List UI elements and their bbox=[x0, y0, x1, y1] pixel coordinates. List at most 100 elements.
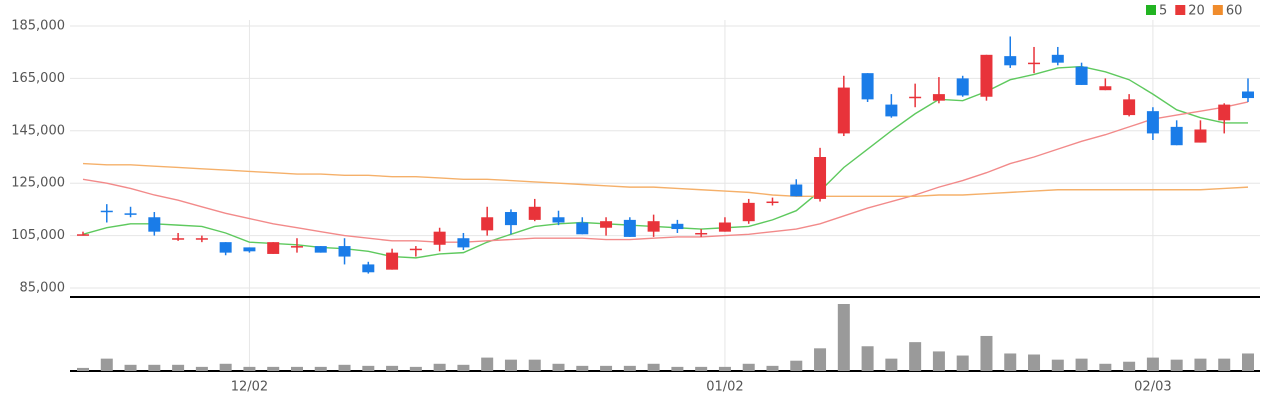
volume-bar bbox=[909, 342, 922, 371]
volume-bar bbox=[861, 346, 874, 371]
volume-bar bbox=[1028, 354, 1041, 371]
volume-bar bbox=[623, 365, 636, 371]
volume-bar bbox=[148, 364, 161, 371]
candle-body bbox=[338, 246, 351, 257]
candle-body bbox=[195, 238, 208, 240]
volume-bar bbox=[600, 365, 613, 371]
candle-body bbox=[885, 104, 898, 117]
candle-body bbox=[1242, 91, 1254, 99]
volume-bar bbox=[77, 367, 89, 371]
candle-body bbox=[1170, 126, 1183, 146]
volume-bar bbox=[1146, 357, 1159, 371]
volume-bar bbox=[290, 366, 303, 371]
candle-body bbox=[837, 87, 850, 134]
y-tick-label: 165,000 bbox=[11, 71, 65, 86]
candle-body bbox=[290, 246, 303, 248]
volume-bar bbox=[195, 366, 208, 371]
candle-body bbox=[528, 206, 541, 220]
volume-bar bbox=[742, 363, 755, 371]
volume-bar bbox=[172, 364, 185, 371]
candle-body bbox=[148, 217, 161, 232]
volume-bar bbox=[481, 357, 494, 371]
volume-bar bbox=[790, 360, 803, 371]
candle-body bbox=[77, 234, 89, 236]
volume-bar bbox=[932, 351, 945, 371]
candle-body bbox=[433, 231, 446, 245]
x-tick-label: 12/02 bbox=[231, 380, 268, 395]
candle-body bbox=[742, 202, 755, 222]
volume-bar bbox=[314, 366, 327, 371]
volume-bar bbox=[885, 358, 898, 371]
moving-average-line bbox=[82, 101, 1249, 243]
candle-body bbox=[504, 212, 517, 226]
volume-bar bbox=[124, 364, 137, 371]
volume-bar bbox=[671, 366, 684, 371]
candle-body bbox=[1194, 129, 1207, 143]
legend-label: 5 bbox=[1159, 4, 1167, 19]
candle-body bbox=[1123, 99, 1136, 116]
candle-body bbox=[600, 221, 613, 228]
candle-body bbox=[219, 242, 232, 253]
candle-body bbox=[172, 238, 185, 240]
candle-body bbox=[909, 96, 922, 99]
candle-body bbox=[481, 217, 494, 231]
candle-body bbox=[267, 242, 280, 254]
candle-body bbox=[766, 201, 779, 204]
candle-body bbox=[790, 184, 803, 197]
candle-body bbox=[552, 217, 565, 223]
moving-average-line bbox=[82, 65, 1248, 259]
volume-bar bbox=[338, 364, 351, 371]
candle-body bbox=[1146, 111, 1159, 134]
volume-bar bbox=[409, 366, 422, 371]
candle-body bbox=[695, 232, 708, 235]
volume-bar bbox=[766, 365, 779, 371]
x-tick-label: 02/03 bbox=[1134, 380, 1171, 395]
volume-bar bbox=[1123, 361, 1136, 371]
volume-bar bbox=[718, 366, 731, 371]
candle-body bbox=[409, 248, 422, 251]
volume-bar bbox=[647, 363, 660, 371]
volume-bar bbox=[267, 366, 280, 371]
candle-body bbox=[623, 219, 636, 237]
volume-bar bbox=[1194, 358, 1207, 371]
candle-body bbox=[932, 94, 945, 101]
candle-body bbox=[243, 247, 256, 252]
volume-bar bbox=[1099, 363, 1112, 371]
volume-bar bbox=[814, 348, 827, 371]
y-tick-label: 125,000 bbox=[11, 176, 65, 191]
candle-body bbox=[124, 213, 137, 215]
legend-label: 60 bbox=[1226, 4, 1243, 19]
volume-bar bbox=[956, 355, 969, 371]
y-tick-label: 85,000 bbox=[20, 281, 66, 296]
volume-bar bbox=[457, 364, 470, 371]
legend-label: 20 bbox=[1188, 4, 1205, 19]
moving-average-line bbox=[82, 162, 1249, 197]
candle-body bbox=[980, 54, 993, 97]
candle-body bbox=[1075, 66, 1088, 85]
y-tick-label: 145,000 bbox=[11, 123, 65, 138]
volume-bar bbox=[504, 359, 517, 371]
x-tick-label: 01/02 bbox=[706, 380, 743, 395]
volume-bar bbox=[386, 365, 399, 371]
volume-bar bbox=[695, 366, 708, 371]
legend-swatch bbox=[1212, 5, 1223, 15]
candle-body bbox=[861, 73, 874, 100]
volume-bar bbox=[433, 363, 446, 371]
y-tick-label: 185,000 bbox=[11, 19, 65, 34]
volume-bar bbox=[100, 358, 113, 371]
volume-bar bbox=[1170, 359, 1183, 371]
volume-bar bbox=[243, 366, 256, 371]
legend-swatch bbox=[1175, 5, 1186, 15]
volume-bar bbox=[980, 335, 993, 371]
y-tick-label: 105,000 bbox=[11, 228, 65, 243]
candle-body bbox=[1004, 56, 1017, 66]
candle-body bbox=[362, 264, 375, 273]
candle-body bbox=[671, 223, 684, 230]
candle-body bbox=[457, 238, 470, 248]
candle-body bbox=[814, 157, 827, 199]
volume-bar bbox=[552, 363, 565, 371]
candle-body bbox=[718, 222, 731, 232]
volume-bar bbox=[837, 304, 850, 371]
volume-bar bbox=[1218, 358, 1231, 371]
